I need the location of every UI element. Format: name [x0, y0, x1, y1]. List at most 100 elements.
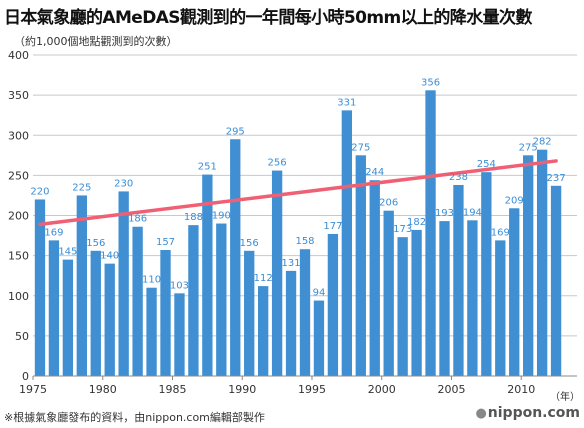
bar-1986 [174, 293, 185, 376]
source-footnote: ※根據氣象廳發布的資料，由nippon.com編輯部製作 [4, 411, 265, 424]
bar-1991 [244, 250, 255, 376]
bars [34, 90, 562, 376]
y-tick-label-400: 400 [8, 49, 29, 62]
bar-1998 [341, 110, 353, 376]
bar-1985 [160, 250, 171, 376]
y-tick-label-100: 100 [8, 290, 29, 303]
data-label-2001: 206 [379, 198, 398, 209]
x-tick-label-2010: 2010 [507, 383, 535, 396]
data-label-1992: 112 [254, 273, 273, 284]
y-tick-label-150: 150 [8, 250, 29, 263]
bar-1990 [230, 139, 241, 376]
bar-1980 [90, 250, 101, 376]
bar-1981 [104, 263, 115, 376]
chart-title: 日本氣象廳的AMeDAS觀測到的一年間每小時50mm以上的降水量次數 [4, 8, 532, 28]
data-label-1999: 275 [351, 142, 370, 153]
bar-2000 [369, 180, 380, 376]
data-label-2012: 282 [533, 137, 552, 148]
bar-2012 [536, 149, 548, 376]
bar-2002 [397, 237, 408, 376]
data-label-1985: 157 [156, 237, 175, 248]
data-label-1993: 256 [268, 158, 287, 169]
data-label-1988: 251 [198, 162, 217, 173]
bar-2010 [509, 208, 520, 376]
data-label-1996: 94 [313, 288, 326, 299]
data-label-2003: 182 [407, 217, 426, 228]
data-label-1986: 103 [170, 280, 189, 291]
bar-1997 [327, 233, 339, 376]
data-label-2009: 169 [491, 227, 510, 238]
data-label-2008: 254 [477, 159, 496, 170]
bar-2013 [550, 185, 562, 376]
bar-1976 [34, 199, 46, 376]
data-label-1978: 145 [58, 247, 77, 258]
data-label-2010: 209 [505, 195, 524, 206]
trend-line [38, 159, 558, 227]
data-label-1990: 295 [226, 126, 245, 137]
bar-1989 [216, 223, 227, 376]
bar-1977 [48, 240, 60, 376]
x-tick-label-2005: 2005 [437, 383, 465, 396]
x-axis-label: （年） [550, 390, 580, 403]
bar-1987 [188, 225, 199, 376]
data-label-2000: 244 [365, 167, 384, 178]
data-label-1987: 188 [184, 212, 203, 223]
x-axis: 1975 1980 1985 1990 1995 2000 2005 2010 （年） [19, 375, 580, 403]
bar-1995 [299, 249, 311, 376]
x-tick-label-1995: 1995 [298, 383, 326, 396]
data-label-1995: 158 [295, 236, 314, 247]
data-label-1982: 230 [114, 178, 133, 189]
bar-1999 [355, 155, 366, 376]
data-labels: 220 169 145 225 156 140 230 186 110 157 103 188 251 1… [30, 77, 565, 298]
data-label-2011: 275 [519, 142, 538, 153]
bar-1978 [62, 259, 74, 376]
data-label-1976: 220 [30, 186, 49, 197]
data-label-2004: 356 [421, 77, 440, 88]
data-label-1981: 140 [100, 251, 119, 262]
data-label-2005: 193 [435, 208, 454, 219]
bar-2003 [411, 229, 422, 376]
y-tick-label-250: 250 [8, 169, 29, 182]
data-label-2002: 173 [393, 224, 412, 235]
bar-2008 [481, 172, 492, 376]
y-tick-label-200: 200 [8, 210, 29, 223]
bar-2011 [523, 155, 534, 376]
trend-line-group [38, 159, 558, 227]
bar-1984 [146, 287, 157, 376]
bar-2005 [439, 221, 450, 376]
bar-1983 [132, 226, 143, 376]
nippon-logo: ●nippon.com [475, 405, 580, 421]
bar-1996 [313, 300, 325, 376]
x-tick-label-1980: 1980 [89, 383, 117, 396]
chart-subtitle: （約1,000個地點觀測到的次數） [14, 35, 178, 48]
logo-text: nippon.com [487, 405, 580, 421]
y-axis-tick-labels: 0 50 100 150 200 250 300 350 400 [8, 49, 29, 383]
y-tick-label-0: 0 [22, 370, 29, 383]
bar-2001 [383, 210, 394, 376]
logo-dot-icon: ● [475, 406, 487, 421]
x-tick-label-1975: 1975 [19, 383, 47, 396]
bar-2006 [453, 185, 464, 376]
bar-1988 [202, 174, 213, 376]
data-label-1979: 225 [72, 182, 91, 193]
data-label-1984: 110 [142, 275, 161, 286]
data-label-1994: 131 [282, 258, 301, 269]
bar-2007 [467, 220, 478, 376]
data-label-1991: 156 [240, 238, 259, 249]
x-tick-label-2000: 2000 [368, 383, 396, 396]
data-label-1997: 177 [323, 221, 342, 232]
bar-2004 [425, 90, 436, 376]
bar-1979 [76, 195, 87, 376]
bar-1993 [271, 170, 283, 376]
y-tick-label-300: 300 [8, 129, 29, 142]
x-tick-label-1985: 1985 [158, 383, 186, 396]
data-label-1983: 186 [128, 214, 147, 225]
data-label-1980: 156 [86, 238, 105, 249]
bar-1982 [118, 191, 129, 376]
bar-1994 [285, 270, 297, 376]
data-label-2013: 237 [547, 173, 566, 184]
data-label-1977: 169 [44, 227, 63, 238]
bar-1992 [257, 286, 269, 376]
bar-2009 [495, 240, 506, 376]
